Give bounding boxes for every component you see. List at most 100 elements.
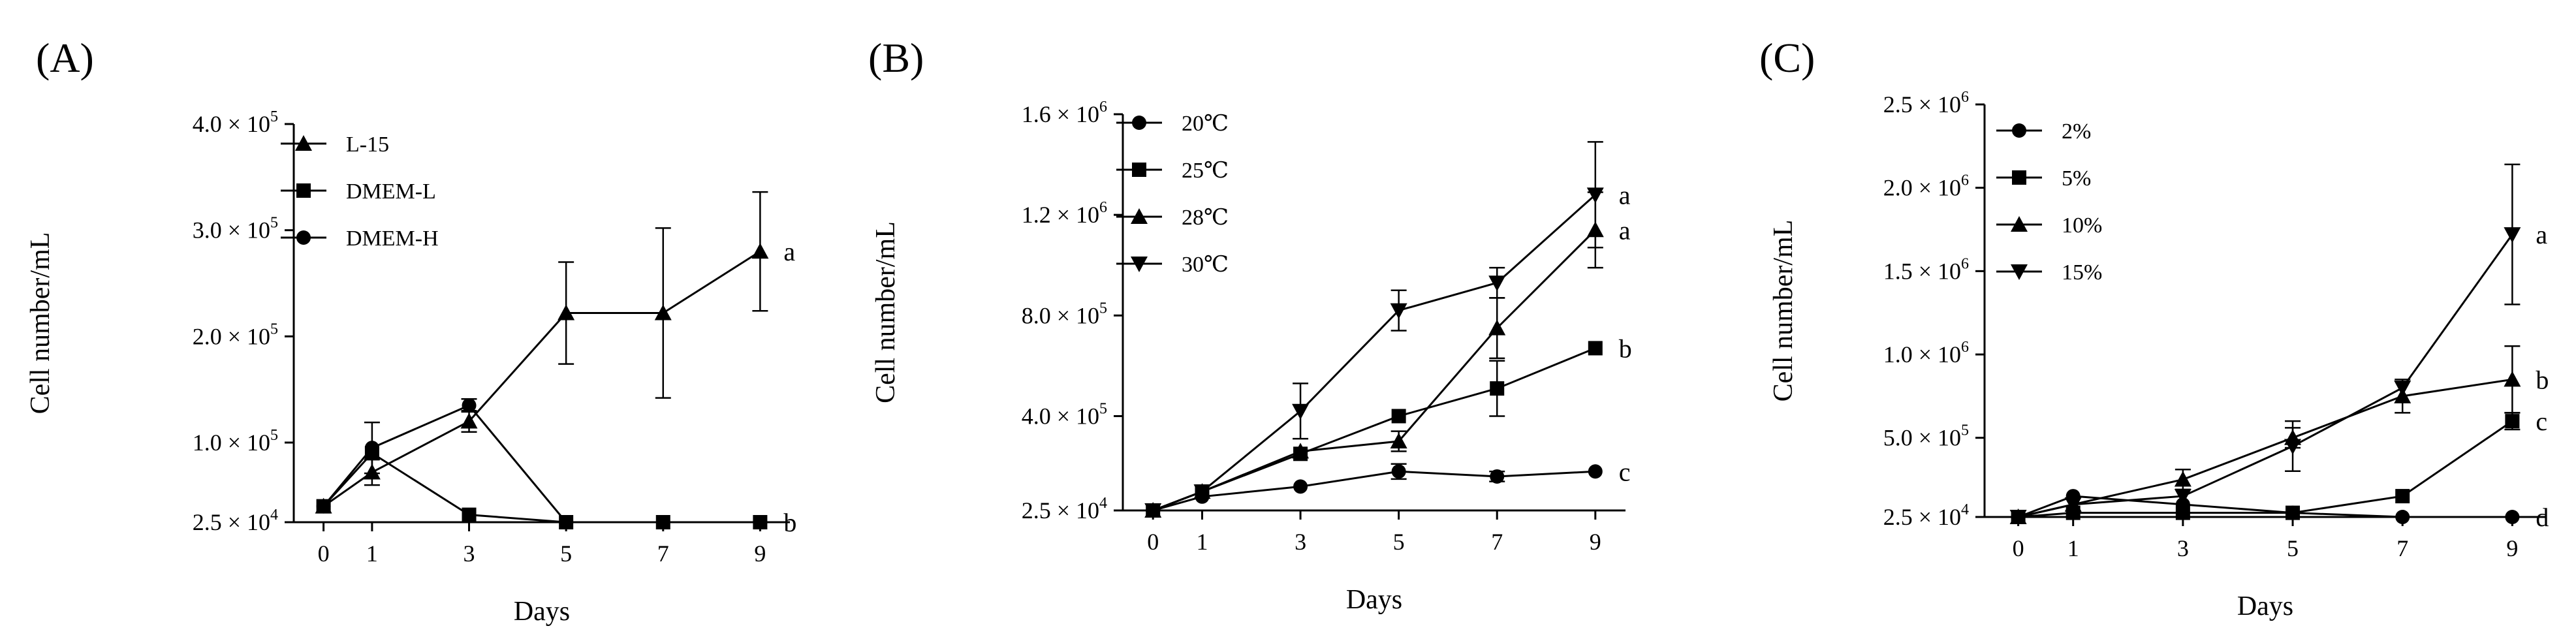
legend-marker bbox=[1131, 257, 1148, 272]
x-tick-label: 0 bbox=[318, 540, 330, 567]
y-tick-label: 4.0 × 105 bbox=[1022, 400, 1107, 429]
series-line bbox=[1152, 194, 1596, 512]
data-point bbox=[2174, 471, 2191, 487]
y-tick-label: 5.0 × 105 bbox=[1883, 422, 1969, 451]
x-tick-label: 1 bbox=[366, 540, 378, 567]
x-tick-label: 7 bbox=[2396, 535, 2408, 561]
x-tick-label: 3 bbox=[2177, 535, 2189, 561]
x-tick-label: 5 bbox=[560, 540, 572, 567]
y-tick-label: 3.0 × 105 bbox=[193, 215, 278, 243]
data-point bbox=[1490, 469, 1505, 484]
significance-letter: c bbox=[1619, 457, 1631, 486]
significance-letter: a bbox=[2536, 220, 2547, 249]
data-point bbox=[1391, 409, 1406, 424]
data-point bbox=[2064, 497, 2082, 513]
data-point bbox=[2394, 381, 2411, 397]
x-tick-label: 3 bbox=[463, 540, 475, 567]
y-tick-label: 1.2 × 106 bbox=[1022, 199, 1107, 228]
panel-b: (B) 2.5 × 104 4.0 × 105 8.0 × 105 1.2 × 106 1… bbox=[868, 35, 1632, 615]
legend-marker bbox=[296, 230, 311, 245]
x-tick-label: 1 bbox=[2067, 535, 2079, 561]
x-tick-label: 0 bbox=[2013, 535, 2024, 561]
significance-letter: a bbox=[1619, 180, 1631, 210]
legend-marker bbox=[1132, 116, 1146, 130]
series-2 bbox=[316, 398, 574, 529]
y-tick-label: 2.0 × 106 bbox=[1883, 172, 1969, 201]
data-point bbox=[1193, 484, 1211, 501]
legend: 20℃ 25℃ 28℃ 30℃ bbox=[1116, 112, 1229, 277]
legend-marker bbox=[1132, 163, 1146, 177]
legend-label: 20℃ bbox=[1182, 112, 1229, 136]
y-axis-title: Cell number/mL bbox=[871, 221, 901, 403]
data-point bbox=[2505, 414, 2520, 429]
significance-letter: a bbox=[1619, 215, 1631, 245]
y-tick-label: 2.5 × 106 bbox=[1883, 89, 1969, 117]
data-point bbox=[751, 243, 769, 259]
y-tick-label: 2.5 × 104 bbox=[1883, 501, 1969, 530]
significance-letter: b bbox=[2536, 365, 2549, 394]
data-point bbox=[460, 413, 478, 429]
panel-c: (C) 2.5 × 104 5.0 × 105 1.0 × 106 1.5 × 106 2… bbox=[1759, 35, 2549, 621]
y-tick-label: 4.0 × 105 bbox=[193, 108, 278, 137]
x-tick-label: 7 bbox=[657, 540, 669, 567]
data-point bbox=[2504, 371, 2521, 387]
data-point bbox=[2395, 489, 2410, 504]
series-line bbox=[2018, 378, 2513, 518]
y-tick-label: 1.5 × 106 bbox=[1883, 255, 1969, 284]
legend-marker bbox=[2012, 170, 2026, 185]
data-point bbox=[1293, 479, 1308, 494]
data-point bbox=[1390, 303, 1407, 319]
x-tick-label: 9 bbox=[1590, 529, 1601, 555]
data-point bbox=[1588, 464, 1603, 479]
x-axis-title: Days bbox=[2237, 591, 2293, 621]
legend-marker bbox=[2012, 123, 2026, 138]
series-3: a bbox=[2009, 163, 2547, 525]
significance-letter: a bbox=[783, 237, 795, 266]
data-point bbox=[655, 515, 670, 529]
series-3: a bbox=[1144, 141, 1631, 519]
series-line bbox=[2018, 234, 2513, 518]
legend-marker bbox=[2011, 264, 2028, 280]
data-point bbox=[316, 499, 331, 514]
data-point bbox=[559, 515, 574, 529]
y-axis-title: Cell number/mL bbox=[25, 232, 55, 414]
x-tick-label: 0 bbox=[1147, 529, 1159, 555]
data-point bbox=[1391, 464, 1406, 479]
data-point bbox=[1292, 403, 1310, 420]
data-point bbox=[2175, 505, 2190, 520]
x-tick-label: 9 bbox=[2506, 535, 2518, 561]
legend-label: 30℃ bbox=[1182, 253, 1229, 277]
series-0: d bbox=[2011, 489, 2549, 532]
series-line bbox=[322, 452, 761, 524]
series-line bbox=[1152, 470, 1595, 512]
legend-label: 25℃ bbox=[1182, 159, 1229, 183]
series-1: b bbox=[316, 446, 796, 537]
x-tick-label: 5 bbox=[1393, 529, 1405, 555]
significance-letter: d bbox=[2536, 503, 2549, 532]
series-line bbox=[2018, 420, 2513, 518]
legend-label: DMEM-L bbox=[346, 180, 436, 204]
legend: 2% 5% 10% 15% bbox=[1996, 119, 2102, 285]
legend-label: 5% bbox=[2062, 166, 2091, 191]
y-axis-title: Cell number/mL bbox=[1768, 220, 1798, 402]
data-point bbox=[654, 304, 672, 320]
legend-label: 2% bbox=[2062, 119, 2091, 144]
data-point bbox=[753, 515, 768, 529]
data-point bbox=[1292, 443, 1310, 459]
x-tick-label: 1 bbox=[1196, 529, 1208, 555]
legend-label: 28℃ bbox=[1182, 206, 1229, 230]
legend-label: DMEM-H bbox=[346, 227, 439, 251]
series-line bbox=[2018, 495, 2513, 518]
data-point bbox=[1488, 319, 1506, 336]
data-point bbox=[2284, 439, 2302, 455]
panel-label: (A) bbox=[36, 35, 94, 81]
y-tick-label: 2.0 × 105 bbox=[193, 320, 278, 349]
legend-marker bbox=[1131, 208, 1148, 224]
data-point bbox=[364, 441, 379, 456]
series-0: c bbox=[1146, 457, 1631, 518]
series-2: a bbox=[1144, 191, 1631, 518]
legend-label: 15% bbox=[2062, 260, 2102, 285]
legend-label: L-15 bbox=[346, 133, 389, 157]
significance-letter: c bbox=[2536, 407, 2547, 436]
